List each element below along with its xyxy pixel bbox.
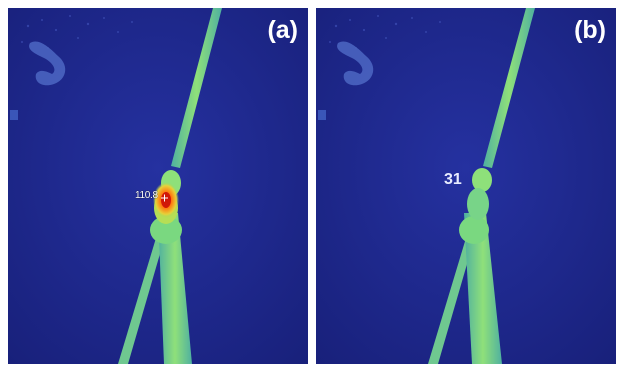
blob: [29, 41, 66, 86]
joint-lower: [150, 216, 182, 244]
joint-lower: [459, 216, 489, 244]
hotspot-core: [161, 192, 171, 208]
lower-thick-rod: [464, 213, 502, 364]
thermal-image-b: 31 (b): [316, 8, 616, 364]
lower-thick-rod: [158, 213, 192, 364]
temperature-readout: 31: [444, 171, 462, 188]
upper-rod: [171, 8, 222, 168]
lower-thin-rod: [428, 238, 474, 364]
edge-mark: [318, 110, 326, 120]
thermal-scene-b: [316, 8, 616, 364]
thermal-scene-a: [8, 8, 308, 364]
joint-upper: [472, 168, 492, 192]
joint-middle: [467, 188, 489, 220]
upper-rod: [483, 8, 535, 168]
panel-label: (a): [267, 16, 298, 44]
blob: [337, 41, 374, 86]
thermal-image-a: 110.8 (a): [8, 8, 308, 364]
panel-label: (b): [574, 16, 606, 44]
speckles: [21, 15, 133, 49]
lower-thin-rod: [118, 238, 164, 364]
temperature-readout: 110.8: [135, 190, 158, 201]
speckles: [329, 15, 441, 49]
edge-mark: [10, 110, 18, 120]
